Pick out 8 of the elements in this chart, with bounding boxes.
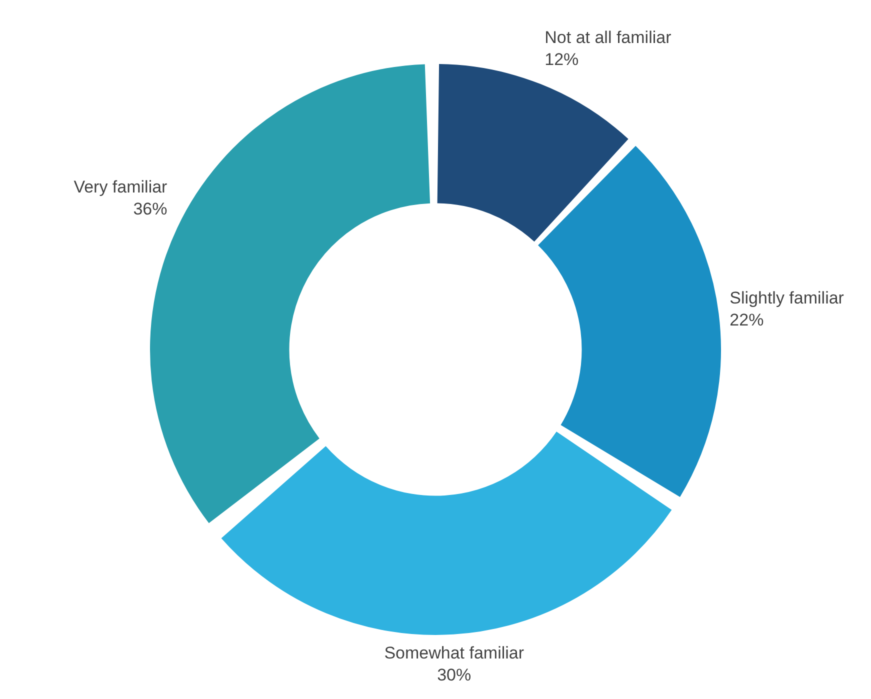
data-label: 36% — [133, 199, 168, 218]
slice-label: Slightly familiar — [730, 288, 844, 308]
slice-label: Very familiar — [74, 177, 168, 196]
slice-label: Somewhat familiar — [384, 644, 524, 663]
data-label: 12% — [544, 50, 579, 70]
data-label: 22% — [730, 310, 764, 330]
data-label: 30% — [437, 666, 472, 685]
slice-label: Not at all familiar — [544, 28, 672, 48]
